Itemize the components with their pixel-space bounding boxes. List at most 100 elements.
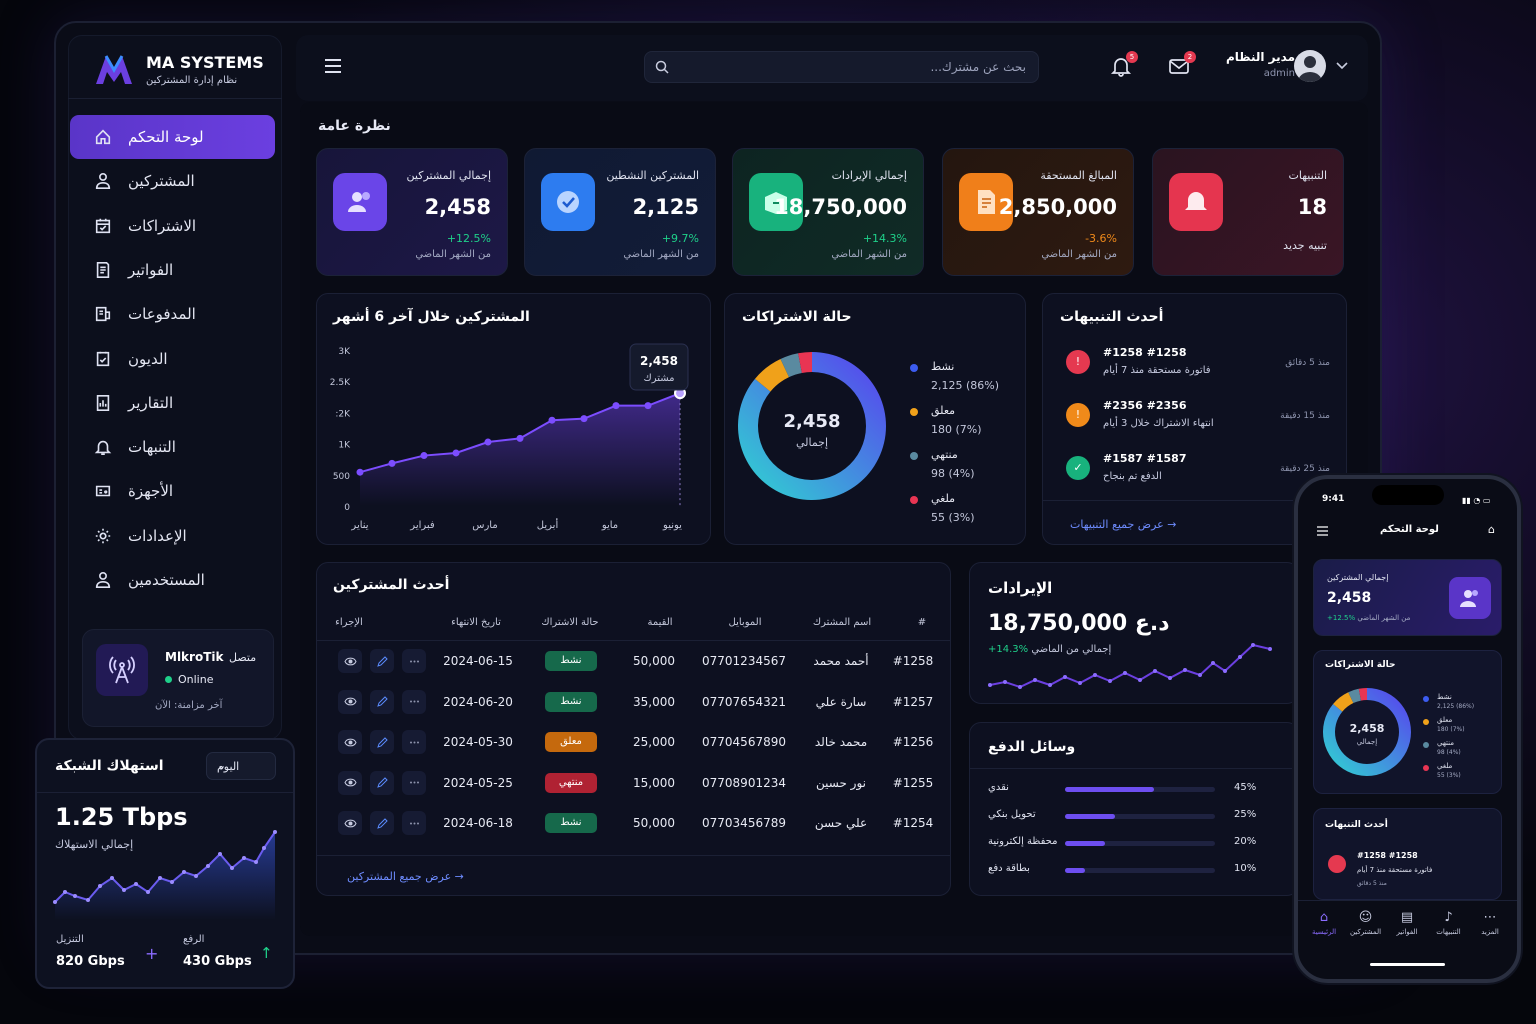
phone-legend-value: 180 (7%) bbox=[1437, 726, 1465, 733]
view-button[interactable] bbox=[338, 649, 362, 673]
sidebar-item-6[interactable]: التقارير bbox=[70, 381, 275, 425]
revenue-point bbox=[1238, 655, 1242, 659]
kpi-subtext: من الشهر الماضي bbox=[1041, 249, 1117, 260]
revenue-title: الإيرادات bbox=[988, 579, 1053, 597]
phone-legend-value: 55 (3%) bbox=[1437, 772, 1461, 779]
kpi-value: 18,750,000 bbox=[774, 195, 907, 219]
network-point bbox=[194, 874, 198, 878]
tab-label: الفواتير bbox=[1396, 928, 1418, 936]
network-usage-title: استهلاك الشبكة bbox=[55, 758, 164, 774]
phone-menu-icon[interactable] bbox=[1317, 526, 1328, 536]
messages-button[interactable]: 2 bbox=[1168, 51, 1196, 77]
sidebar-item-4[interactable]: المدفوعات bbox=[70, 292, 275, 336]
avatar[interactable] bbox=[1294, 50, 1326, 82]
sidebar-item-1[interactable]: المشتركين bbox=[70, 159, 275, 203]
edit-button[interactable] bbox=[370, 770, 394, 795]
sidebar-item-10[interactable]: المستخدمين bbox=[70, 558, 275, 602]
brand-name: MA SYSTEMS bbox=[146, 52, 264, 72]
alert-time: منذ 15 دقيقة bbox=[1280, 411, 1330, 421]
sidebar-item-2[interactable]: الاشتراكات bbox=[70, 204, 275, 248]
kpi-change: +12.5% bbox=[446, 232, 491, 245]
eye-icon bbox=[343, 819, 357, 827]
phone-legend-dot bbox=[1423, 765, 1429, 771]
data-point bbox=[420, 452, 428, 460]
cell-mobile: 07701234567 bbox=[702, 654, 786, 668]
view-button[interactable] bbox=[338, 770, 362, 795]
pencil-icon bbox=[376, 777, 388, 788]
phone-tab-2[interactable]: ▤ الفواتير bbox=[1387, 910, 1427, 936]
phone-alert-time: منذ 5 دقائق bbox=[1357, 880, 1387, 887]
divider bbox=[969, 768, 1299, 769]
legend-name: معلق bbox=[931, 404, 956, 417]
phone-tab-1[interactable]: ☺ المشتركين bbox=[1346, 910, 1386, 936]
alert-time: منذ 25 دقيقة bbox=[1280, 464, 1330, 474]
user-menu[interactable]: مدير النظام admin bbox=[1226, 50, 1295, 79]
view-all-subscribers-link[interactable]: عرض جميع المشتركين → bbox=[347, 870, 464, 883]
chevron-down-icon[interactable] bbox=[1336, 62, 1348, 70]
phone-legend-dot bbox=[1423, 719, 1429, 725]
alert-item[interactable]: ✓ #1587 #1587 الدفع تم بنجاح منذ 25 دقيقة bbox=[1060, 452, 1330, 492]
sidebar-item-9[interactable]: الإعدادات bbox=[70, 514, 275, 558]
sidebar-item-3[interactable]: الفواتير bbox=[70, 248, 275, 292]
revenue-value: 18,750,000 د.ع bbox=[988, 611, 1170, 636]
revenue-point bbox=[1268, 647, 1272, 651]
status-badge: منتهي bbox=[545, 772, 597, 793]
more-button[interactable] bbox=[402, 649, 426, 673]
sidebar-item-8[interactable]: الأجهزة bbox=[70, 469, 275, 513]
alert-item[interactable]: ! #2356 #2356 انتهاء الاشتراك خلال 3 أيام م… bbox=[1060, 399, 1330, 439]
home-icon bbox=[95, 129, 111, 145]
revenue-point bbox=[1018, 685, 1022, 689]
data-point bbox=[516, 434, 524, 442]
edit-button[interactable] bbox=[370, 730, 394, 754]
phone-tab-3[interactable]: ♪ التنبيهات bbox=[1429, 910, 1469, 936]
payment-bar-track bbox=[1065, 814, 1215, 819]
alert-item[interactable]: ! #1258 #1258 فاتورة مستحقة منذ 7 أيام منذ … bbox=[1060, 346, 1330, 386]
more-button[interactable] bbox=[402, 689, 426, 714]
cell-amount: 25,000 bbox=[633, 735, 675, 749]
view-button[interactable] bbox=[338, 811, 362, 835]
payment-pct: 10% bbox=[1234, 863, 1257, 874]
more-button[interactable] bbox=[402, 770, 426, 795]
revenue-amount: 18,750,000 bbox=[988, 611, 1128, 636]
revenue-point bbox=[1211, 661, 1215, 665]
more-button[interactable] bbox=[402, 730, 426, 754]
notifications-button[interactable]: 5 bbox=[1110, 51, 1138, 77]
kpi-label: المبالغ المستحقة bbox=[1040, 169, 1117, 182]
kpi-subtext: تنبيه جديد bbox=[1283, 239, 1327, 252]
subscriptions-status-title: حالة الاشتراكات bbox=[742, 309, 852, 325]
phone-bell-icon[interactable]: ⌂ bbox=[1488, 523, 1495, 536]
view-button[interactable] bbox=[338, 689, 362, 714]
phone-tab-0[interactable]: ⌂ الرئيسية bbox=[1304, 910, 1344, 936]
router-status-card: MlkroTik متصل Online آخر مزامنة: الآن bbox=[82, 629, 274, 727]
edit-button[interactable] bbox=[370, 649, 394, 673]
menu-icon[interactable] bbox=[324, 58, 342, 74]
network-point bbox=[254, 860, 258, 864]
revenue-point bbox=[1108, 679, 1112, 683]
report-icon bbox=[96, 394, 110, 411]
edit-button[interactable] bbox=[370, 811, 394, 835]
more-button[interactable] bbox=[402, 811, 426, 835]
divider bbox=[1298, 900, 1517, 901]
sidebar-item-5[interactable]: الديون bbox=[70, 337, 275, 381]
view-button[interactable] bbox=[338, 730, 362, 754]
phone-donut-label: إجمالي bbox=[1356, 738, 1378, 746]
y-tick-label: 2.5K bbox=[330, 378, 351, 388]
edit-button[interactable] bbox=[370, 689, 394, 714]
tooltip-label: مشترك bbox=[643, 373, 674, 384]
upload-arrow-icon: ↑ bbox=[260, 944, 273, 962]
sidebar-item-label: التنبهات bbox=[128, 438, 176, 457]
search-input[interactable]: بحث عن مشترك... bbox=[644, 51, 1039, 83]
period-select[interactable]: اليوم ⌄ bbox=[206, 752, 276, 780]
kpi-change: -3.6% bbox=[1085, 232, 1117, 245]
data-point bbox=[548, 416, 556, 424]
alert-text: الدفع تم بنجاح bbox=[1103, 471, 1162, 482]
revenue-change: +14.3% إجمالي من الماضي bbox=[988, 644, 1111, 655]
phone-tab-4[interactable]: ⋯ المزيد bbox=[1470, 910, 1510, 936]
view-all-alerts-link[interactable]: عرض جميع التنبيهات → bbox=[1070, 518, 1176, 531]
donut-slice-2 bbox=[1348, 688, 1362, 704]
revenue-point bbox=[1198, 673, 1202, 677]
phone-legend-name: نشط bbox=[1437, 693, 1452, 701]
sidebar-item-0[interactable]: لوحة التحكم bbox=[70, 115, 275, 159]
network-usage-label: إجمالي الاستهلاك bbox=[55, 838, 134, 851]
sidebar-item-7[interactable]: التنبهات bbox=[70, 425, 275, 469]
